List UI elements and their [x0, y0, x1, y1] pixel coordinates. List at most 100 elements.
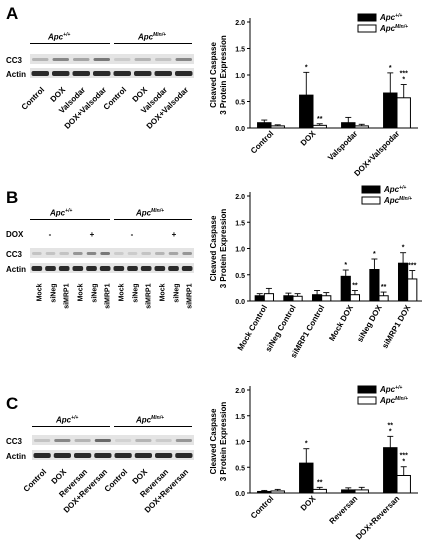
significance-marker: * — [389, 65, 392, 72]
bar — [378, 295, 389, 302]
significance-marker: ** — [317, 479, 323, 486]
actin-band — [99, 266, 111, 271]
significance-marker: * — [344, 262, 347, 269]
bar — [321, 295, 332, 302]
significance-marker: ** — [352, 283, 358, 290]
row-label-actin: Actin — [6, 70, 26, 79]
y-tick-label: 1.0 — [235, 73, 245, 80]
cc3-band — [94, 439, 111, 442]
actin-band — [113, 71, 131, 76]
dox-plus: + — [171, 230, 177, 239]
cc3-band — [74, 439, 91, 442]
y-axis-label: Cleaved Caspase3 Protein Expression — [209, 209, 228, 289]
dox-plus: + — [89, 230, 95, 239]
y-tick-label: 0.0 — [235, 126, 245, 133]
y-tick-label: 0.5 — [235, 100, 245, 107]
legend-label: ApcMin/+ — [383, 196, 412, 205]
lane-label: siNeg — [50, 283, 57, 303]
bar — [299, 94, 314, 129]
actin-band — [31, 266, 43, 271]
genotype-label-wt: Apc+/+ — [56, 415, 79, 425]
panel-letter-a: A — [6, 4, 19, 23]
actin-band — [154, 71, 172, 76]
row-label-actin: Actin — [6, 265, 26, 274]
x-tick-label: DOX+Reversan — [354, 494, 401, 541]
cc3-band — [115, 439, 132, 442]
y-tick-label: 1.5 — [235, 414, 245, 421]
actin-band — [93, 71, 111, 76]
cc3-band — [32, 252, 42, 255]
cc3-band — [93, 58, 110, 61]
actin-band — [33, 453, 51, 458]
cc3-band — [59, 252, 69, 255]
actin-band — [53, 453, 71, 458]
significance-marker: * — [305, 64, 308, 71]
actin-band — [86, 266, 97, 271]
legend-swatch — [357, 24, 377, 33]
bar-chart-b: Cleaved Caspase3 Protein Expression 0.0 0.… — [209, 185, 422, 360]
legend-swatch — [357, 385, 377, 394]
legend-label: ApcMin/+ — [379, 396, 408, 405]
dox-minus: - — [130, 230, 134, 239]
significance-marker: * — [402, 245, 405, 252]
genotype-divider — [30, 219, 110, 220]
bar — [299, 462, 314, 494]
significance-marker: *** * — [400, 71, 408, 84]
cc3-band — [135, 439, 152, 442]
legend-label: Apc+/+ — [379, 385, 402, 394]
lane-label: siMRP1 — [145, 283, 153, 309]
significance-marker: *** — [388, 422, 394, 435]
genotype-divider — [30, 43, 110, 44]
cc3-band — [73, 58, 90, 61]
x-tick-label: DOX+Valspodar — [352, 129, 401, 178]
significance-marker: *** * — [400, 453, 408, 466]
western-blot-image — [30, 54, 194, 78]
x-tick-label: siMRP1 DOX — [380, 303, 412, 350]
x-tick-label: siNeg Control — [264, 304, 298, 354]
cc3-band — [141, 252, 151, 255]
y-tick-label: 0.5 — [235, 273, 245, 280]
cc3-band — [175, 58, 192, 61]
lane-label: siMRP1 — [104, 283, 112, 309]
blot-strip — [30, 68, 194, 78]
panel-letter-b: B — [6, 188, 19, 207]
legend-swatch — [361, 196, 381, 205]
cc3-band — [32, 58, 49, 61]
actin-band — [74, 453, 92, 458]
bar — [254, 295, 265, 302]
actin-band — [31, 71, 49, 76]
actin-band — [134, 453, 152, 458]
cc3-band — [182, 252, 192, 255]
cc3-band — [86, 252, 97, 255]
actin-band — [154, 266, 166, 271]
actin-band — [175, 71, 193, 76]
blot-strip — [32, 450, 194, 460]
row-label-cc3: CC3 — [6, 437, 23, 446]
blot-strip — [30, 263, 194, 273]
cc3-band — [114, 252, 124, 255]
actin-band — [52, 71, 70, 76]
cc3-band — [73, 252, 83, 255]
genotype-divider — [114, 43, 192, 44]
panel-letter-c: C — [6, 394, 19, 413]
y-tick-label: 0.5 — [235, 465, 245, 472]
cc3-band — [134, 58, 151, 61]
row-label-dox: DOX — [6, 230, 24, 239]
row-label-actin: Actin — [6, 452, 26, 461]
significance-marker: ** — [381, 284, 387, 291]
cc3-band — [100, 252, 110, 255]
genotype-label-wt: Apc+/+ — [50, 208, 73, 218]
cc3-band — [155, 439, 172, 442]
western-blot-image — [32, 435, 194, 460]
lane-label: Mock — [118, 283, 126, 302]
bar — [396, 97, 411, 129]
y-tick-label: 0.0 — [235, 491, 245, 498]
y-tick-label: 1.0 — [235, 440, 245, 447]
bar — [257, 122, 272, 129]
row-label-cc3: CC3 — [6, 250, 23, 259]
cc3-band — [114, 58, 131, 61]
bar — [312, 124, 327, 129]
cc3-band — [54, 439, 71, 442]
bar — [283, 295, 294, 302]
legend-swatch — [361, 185, 381, 194]
